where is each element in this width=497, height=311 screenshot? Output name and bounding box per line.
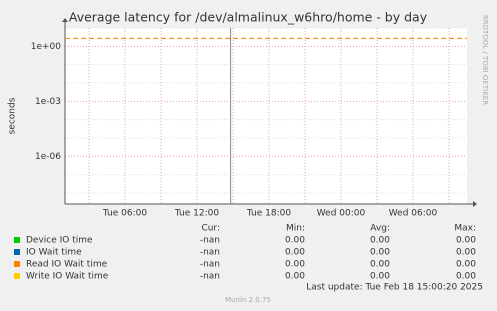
- chart-title: Average latency for /dev/almalinux_w6hro…: [69, 10, 428, 25]
- legend-value: 0.00: [370, 260, 390, 270]
- legend-value: 0.00: [370, 236, 390, 246]
- x-tick-label: Tue 18:00: [246, 209, 291, 219]
- legend-value: -nan: [200, 248, 220, 258]
- y-tick-label: 1e+00: [31, 42, 62, 52]
- legend-name: Device IO time: [26, 236, 93, 246]
- y-tick-label: 1e-03: [35, 97, 61, 107]
- x-tick-label: Wed 06:00: [389, 209, 438, 219]
- legend-header: Cur:: [201, 224, 220, 234]
- legend-swatch: [14, 273, 20, 279]
- legend-header: Avg:: [370, 224, 390, 234]
- legend-value: 0.00: [285, 272, 305, 282]
- legend-name: IO Wait time: [26, 248, 82, 258]
- legend-value: 0.00: [370, 248, 390, 258]
- x-tick-label: Tue 12:00: [174, 209, 219, 219]
- legend-header: Max:: [454, 224, 476, 234]
- legend-swatch: [14, 237, 20, 243]
- legend-name: Read IO Wait time: [26, 260, 108, 270]
- y-tick-label: 1e-06: [35, 152, 61, 162]
- last-update: Last update: Tue Feb 18 15:00:20 2025: [306, 283, 483, 293]
- side-text: RRDTOOL / TOBI OETIKER: [481, 15, 489, 105]
- legend-swatch: [14, 261, 20, 267]
- legend-value: 0.00: [285, 236, 305, 246]
- legend-value: -nan: [200, 236, 220, 246]
- x-tick-label: Tue 06:00: [102, 209, 147, 219]
- legend-header: Min:: [286, 224, 305, 234]
- legend-value: 0.00: [456, 236, 476, 246]
- y-axis-label: seconds: [8, 97, 18, 134]
- legend-value: 0.00: [285, 260, 305, 270]
- axis-arrow: [62, 18, 68, 22]
- legend-swatch: [14, 249, 20, 255]
- x-tick-label: Wed 00:00: [317, 209, 366, 219]
- legend-value: 0.00: [370, 272, 390, 282]
- legend-value: -nan: [200, 272, 220, 282]
- legend-value: 0.00: [456, 248, 476, 258]
- legend-name: Write IO Wait time: [26, 272, 109, 282]
- legend-value: 0.00: [456, 260, 476, 270]
- legend-value: -nan: [200, 260, 220, 270]
- axis-arrow: [473, 201, 477, 207]
- legend-value: 0.00: [285, 248, 305, 258]
- legend-value: 0.00: [456, 272, 476, 282]
- footer: Munin 2.0.75: [225, 296, 271, 304]
